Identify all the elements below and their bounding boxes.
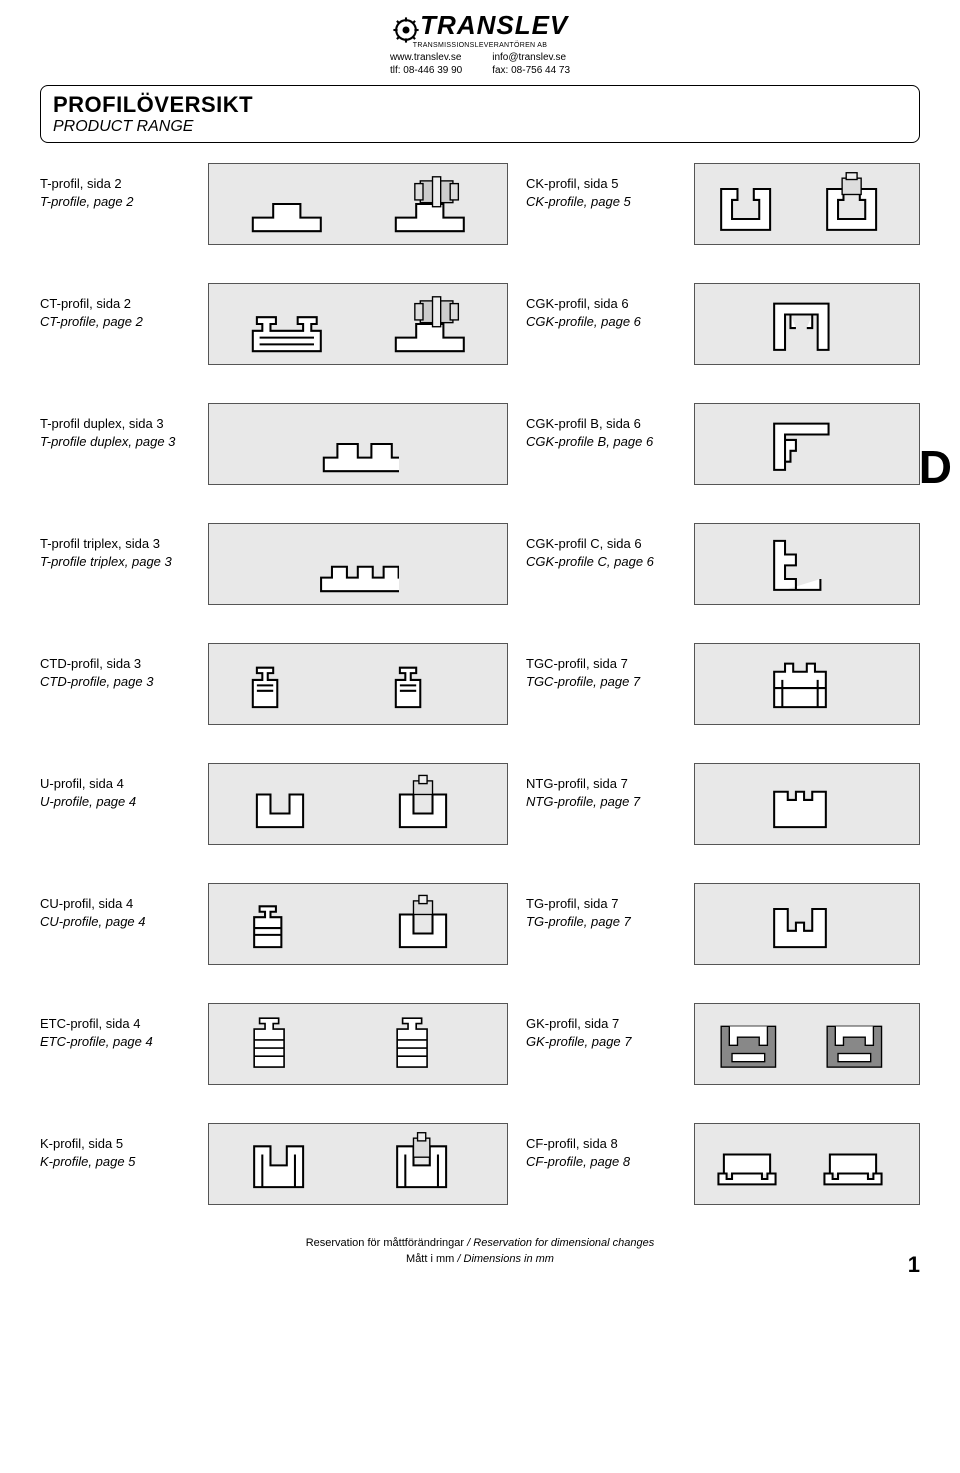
profile-label: CT-profil, sida 2CT-profile, page 2 [40,283,190,331]
contact-fax: fax: 08-756 44 73 [492,64,570,77]
profile-illustration [694,1003,920,1085]
section-letter: D [919,440,952,494]
footer-l1-sv: Reservation för måttförändringar [306,1237,464,1249]
profile-grid: T-profil, sida 2T-profile, page 2 CK-prof… [40,163,920,1205]
profile-illustration [694,523,920,605]
profile-label: T-profil triplex, sida 3T-profile triple… [40,523,190,571]
profile-illustration [694,763,920,845]
footer-l2-en: Dimensions in mm [464,1253,554,1265]
profile-label: T-profil, sida 2T-profile, page 2 [40,163,190,211]
profile-label: CK-profil, sida 5CK-profile, page 5 [526,163,676,211]
profile-label: CU-profil, sida 4CU-profile, page 4 [40,883,190,931]
profile-label: CGK-profil, sida 6CGK-profile, page 6 [526,283,676,331]
profile-illustration [208,1003,508,1085]
contact-tel: tlf: 08-446 39 90 [390,64,462,77]
profile-illustration [208,763,508,845]
profile-label: ETC-profil, sida 4ETC-profile, page 4 [40,1003,190,1051]
profile-illustration [694,643,920,725]
profile-illustration [694,1123,920,1205]
profile-illustration [694,883,920,965]
profile-illustration [694,283,920,365]
contact-email: info@translev.se [492,51,570,64]
profile-label: CGK-profil C, sida 6CGK-profile C, page … [526,523,676,571]
profile-illustration [694,403,920,485]
page-subtitle: PRODUCT RANGE [53,118,907,136]
page-number: 1 [908,1252,920,1278]
profile-illustration [208,163,508,245]
profile-illustration [208,643,508,725]
profile-illustration [208,283,508,365]
profile-label: TG-profil, sida 7TG-profile, page 7 [526,883,676,931]
logo: TRANSLEV [40,10,920,44]
profile-label: CF-profil, sida 8CF-profile, page 8 [526,1123,676,1171]
profile-illustration [208,403,508,485]
profile-label: GK-profil, sida 7GK-profile, page 7 [526,1003,676,1051]
footer: Reservation för måttförändringar / Reser… [40,1235,920,1268]
page-title: PROFILÖVERSIKT [53,92,907,118]
company-name: TRANSLEV [420,10,568,41]
page-title-box: PROFILÖVERSIKT PRODUCT RANGE [40,85,920,143]
profile-label: CTD-profil, sida 3CTD-profile, page 3 [40,643,190,691]
footer-l2-sv: Mått i mm [406,1253,454,1265]
company-header: TRANSLEV TRANSMISSIONSLEVERANTÖREN AB ww… [40,10,920,77]
profile-illustration [694,163,920,245]
profile-illustration [208,523,508,605]
profile-label: CGK-profil B, sida 6CGK-profile B, page … [526,403,676,451]
profile-label: U-profil, sida 4U-profile, page 4 [40,763,190,811]
company-tagline: TRANSMISSIONSLEVERANTÖREN AB [40,42,920,49]
profile-label: NTG-profil, sida 7NTG-profile, page 7 [526,763,676,811]
gear-icon [392,16,420,44]
profile-label: K-profil, sida 5K-profile, page 5 [40,1123,190,1171]
profile-label: TGC-profil, sida 7TGC-profile, page 7 [526,643,676,691]
profile-illustration [208,883,508,965]
profile-label: T-profil duplex, sida 3T-profile duplex,… [40,403,190,451]
profile-illustration [208,1123,508,1205]
footer-l1-en: Reservation for dimensional changes [473,1237,654,1249]
contact-web: www.translev.se [390,51,462,64]
contact-info: www.translev.se tlf: 08-446 39 90 info@t… [40,51,920,77]
